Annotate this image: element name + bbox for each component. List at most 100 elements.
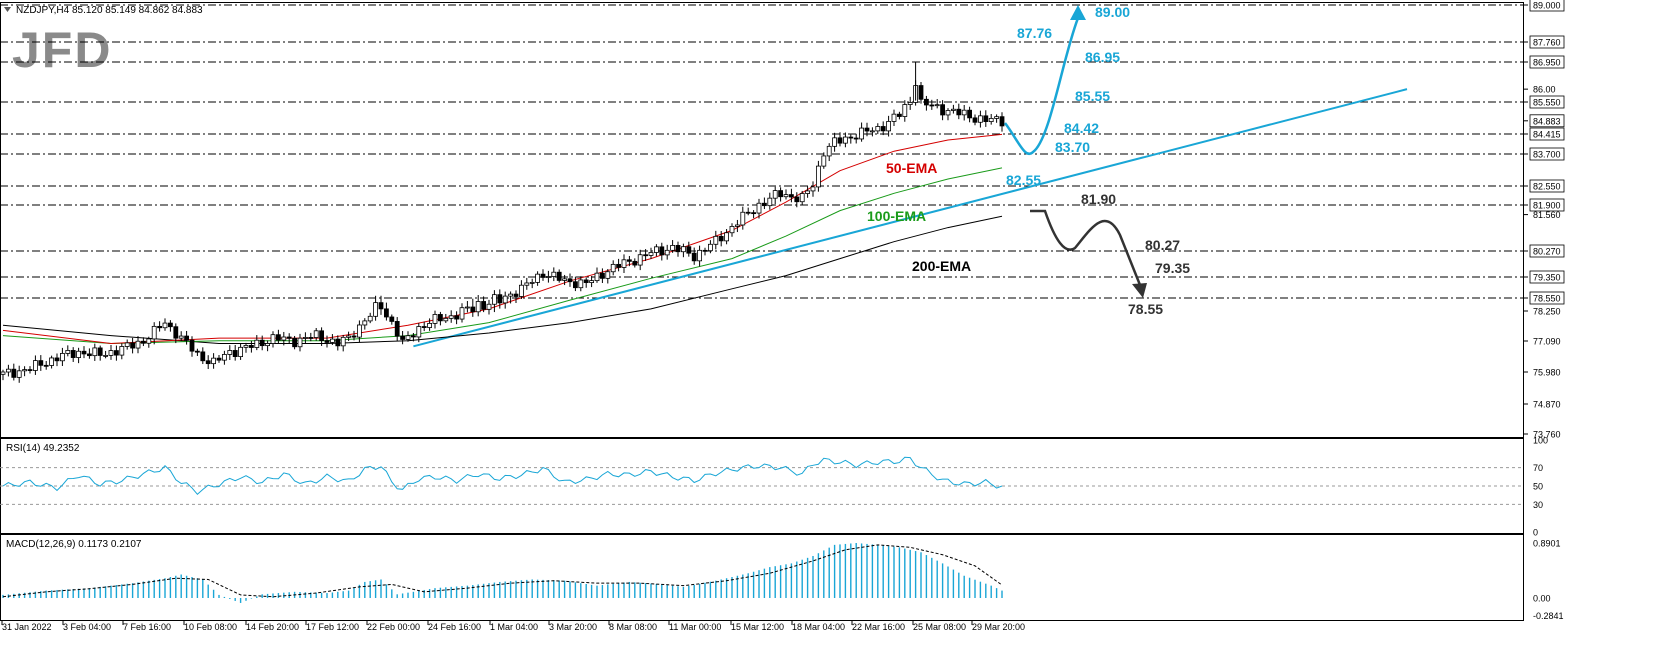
price-box (1529, 291, 1565, 305)
candle-body (621, 259, 627, 268)
price-tick-label: 82.550 (1533, 182, 1561, 192)
candle-body (119, 346, 125, 356)
candle-body (6, 368, 11, 373)
level-label: 81.90 (1081, 191, 1116, 207)
price-box (1529, 147, 1565, 161)
candle-body (573, 281, 578, 289)
candle-body (124, 342, 130, 347)
level-label: 84.42 (1064, 120, 1099, 136)
candle-body (140, 340, 146, 344)
candle-body (448, 315, 454, 319)
candle-body (481, 301, 487, 310)
rsi-header: RSI(14) 49.2352 (6, 443, 80, 454)
candle-body (583, 279, 589, 283)
dropdown-triangle-icon[interactable] (4, 7, 11, 12)
candle-body (880, 126, 886, 132)
candle-body (756, 202, 762, 214)
candle-body (729, 226, 735, 234)
candle-body (151, 325, 157, 340)
time-tick-label: 3 Feb 04:00 (63, 622, 111, 632)
rsi-tick-label: 30 (1533, 500, 1543, 510)
candle-body (184, 335, 190, 341)
candles (0, 62, 1005, 383)
candle-body (551, 271, 557, 277)
candle-body (999, 116, 1005, 127)
macd-tick-label: 0.00 (1533, 594, 1551, 604)
candle-body (902, 104, 908, 117)
candle-body (0, 371, 6, 375)
candle-body (918, 85, 924, 100)
candle-body (400, 335, 406, 340)
candle-body (718, 235, 724, 242)
candle-body (221, 354, 227, 361)
candle-body (33, 360, 38, 371)
rsi-tick-label: 100 (1533, 436, 1548, 446)
candle-body (843, 136, 848, 144)
price-box (1529, 95, 1565, 109)
candle-body (335, 338, 341, 347)
candle-body (664, 249, 670, 256)
price-tick-label: 78.250 (1533, 307, 1561, 317)
candle-body (983, 115, 989, 123)
candle-body (535, 273, 540, 283)
candle-body (783, 194, 789, 198)
price-tick-label: 73.760 (1533, 430, 1561, 440)
candle-body (486, 303, 492, 310)
candle-body (173, 326, 179, 339)
ema50-line (2, 133, 1003, 345)
candle-body (859, 127, 864, 140)
candle-body (524, 282, 530, 286)
candle-body (605, 271, 611, 279)
bull-scenario-labels: 83.70 84.42 85.55 86.95 87.76 89.00 (1017, 4, 1130, 155)
candle-body (286, 336, 292, 339)
candle-body (65, 350, 71, 354)
candle-body (546, 276, 551, 278)
level-label: 79.35 (1155, 260, 1190, 276)
candle-body (513, 293, 519, 297)
rsi-tick-label: 50 (1533, 482, 1543, 492)
candle-body (988, 118, 994, 123)
candle-body (681, 246, 686, 253)
time-tick-label: 3 Mar 20:00 (549, 622, 597, 632)
candle-body (405, 335, 411, 340)
bear-scenario-labels: 81.90 80.27 79.35 78.55 (1081, 191, 1190, 317)
candle-body (897, 113, 902, 117)
macd-pane: 0.8901 0.00 -0.2841 (2, 539, 1564, 621)
candle-body (243, 345, 249, 348)
candle-body (459, 307, 465, 320)
candle-body (648, 252, 654, 256)
candle-body (92, 347, 98, 357)
candle-body (27, 369, 33, 371)
candle-body (951, 108, 956, 111)
time-tick-label: 14 Feb 20:00 (246, 622, 299, 632)
candle-body (697, 249, 702, 262)
candle-body (194, 350, 200, 353)
candle-body (891, 113, 897, 122)
candle-body (848, 136, 854, 139)
rsi-tick-label: 70 (1533, 463, 1543, 473)
jfd-logo: JFD (12, 22, 112, 78)
candle-body (540, 273, 546, 278)
candle-body (275, 334, 281, 341)
candle-body (643, 254, 648, 257)
candle-body (853, 137, 859, 140)
candle-body (627, 259, 632, 262)
candle-body (907, 102, 913, 105)
level-label: 80.27 (1145, 237, 1180, 253)
candle-body (616, 263, 621, 268)
price-tick-label: 78.550 (1533, 294, 1561, 304)
candle-body (794, 196, 800, 203)
candle-body (610, 263, 616, 273)
candle-body (340, 336, 346, 347)
time-tick-label: 7 Feb 16:00 (123, 622, 171, 632)
time-tick-label: 8 Mar 08:00 (609, 622, 657, 632)
candle-body (43, 364, 49, 367)
time-tick-label: 10 Feb 08:00 (184, 622, 237, 632)
candle-body (497, 294, 503, 304)
level-label: 83.70 (1055, 139, 1090, 155)
candle-body (875, 126, 881, 132)
time-tick-label: 22 Feb 00:00 (367, 622, 420, 632)
candle-body (146, 338, 152, 344)
level-label: 85.55 (1075, 88, 1110, 104)
